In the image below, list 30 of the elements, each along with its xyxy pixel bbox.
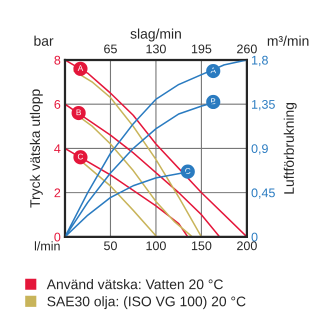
x2-tick-label: 65 xyxy=(104,44,117,54)
x2-tick-label: 195 xyxy=(192,44,212,54)
y-tick-label: 6 xyxy=(54,100,60,109)
x-axis-title: l/min xyxy=(34,241,60,250)
y-tick-label: 2 xyxy=(54,188,60,198)
annotation: A xyxy=(78,65,84,71)
x-tick-label: 100 xyxy=(146,241,166,250)
x2-tick-label: 260 xyxy=(237,44,257,54)
y-axis-title: Tryck vätska utlopp xyxy=(30,89,43,208)
y2-tick-label: 0,9 xyxy=(252,144,268,155)
text: bar xyxy=(34,36,54,46)
y2-tick-label: 0 xyxy=(252,232,258,242)
legend-label: SAE30 olja: (ISO VG 100) 20 °C xyxy=(47,296,246,310)
legend-label: Använd vätska: Vatten 20 °C xyxy=(46,279,223,290)
text: m³/min xyxy=(268,36,308,46)
y-tick-label: 4 xyxy=(54,144,60,153)
y-tick-label: 8 xyxy=(54,56,60,65)
x2-tick-label: 130 xyxy=(146,44,166,54)
x-tick-label: 200 xyxy=(237,241,257,250)
x-tick-label: 150 xyxy=(192,241,212,250)
line-series xyxy=(64,60,247,237)
y2-axis-title: Luftförbrukning xyxy=(284,102,297,194)
x2-axis-title: slag/min xyxy=(130,28,181,42)
x-tick-label: 50 xyxy=(104,241,117,250)
y-tick-label: 0 xyxy=(54,232,60,242)
annotation: C xyxy=(78,154,84,160)
y2-tick-label: 1,35 xyxy=(252,100,275,110)
y2-tick-label: 0,45 xyxy=(252,188,275,199)
annotation: B xyxy=(76,109,81,116)
y2-tick-label: 1,8 xyxy=(252,56,268,66)
